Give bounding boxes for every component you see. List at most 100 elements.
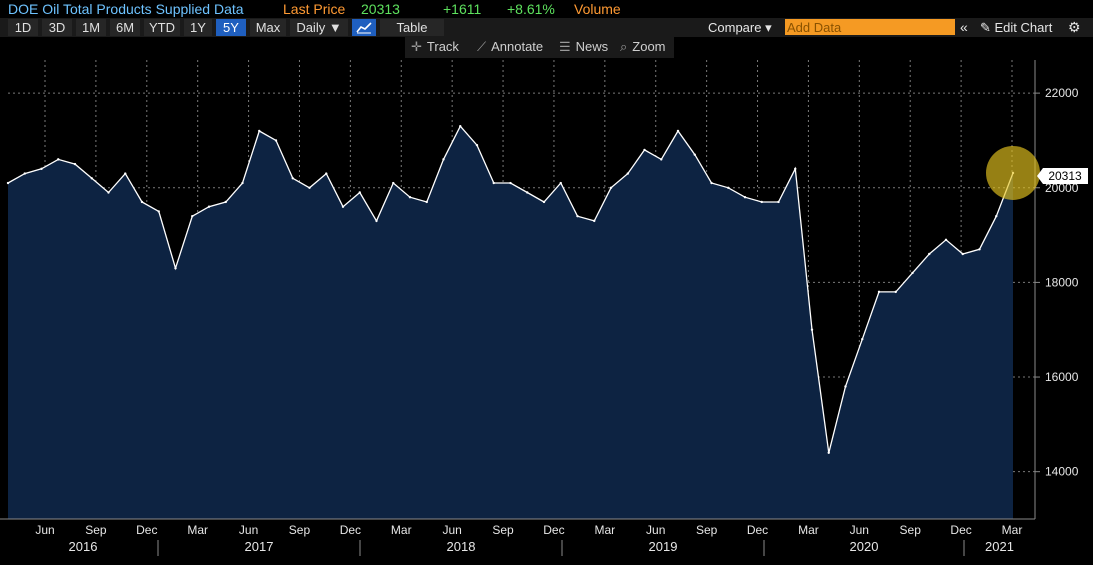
x-tick-label: Jun	[850, 523, 869, 537]
data-point	[576, 214, 579, 218]
range-button-5y[interactable]: 5Y	[216, 19, 246, 36]
data-point	[425, 200, 428, 204]
data-point	[57, 158, 60, 161]
data-point	[392, 181, 395, 185]
series-title: DOE Oil Total Products Supplied Data	[8, 1, 244, 17]
data-point	[626, 172, 629, 175]
data-point	[810, 328, 814, 331]
x-tick-label: Sep	[696, 523, 718, 537]
track-button[interactable]: ✛ Track	[411, 39, 459, 55]
table-button[interactable]: Table	[380, 19, 444, 36]
x-tick-label: Dec	[747, 523, 768, 537]
data-point	[542, 200, 546, 204]
data-point	[358, 191, 361, 194]
year-label: 2017	[245, 539, 274, 554]
x-tick-label: Dec	[950, 523, 971, 537]
data-point	[157, 210, 160, 213]
track-label: Track	[426, 39, 459, 54]
y-tick-label: 14000	[1045, 465, 1079, 479]
data-point	[911, 271, 914, 275]
news-label: News	[575, 39, 609, 54]
x-tick-label: Mar	[1002, 523, 1023, 537]
range-button-ytd[interactable]: YTD	[144, 19, 180, 36]
annotate-button[interactable]: ⟋ Annotate	[477, 39, 543, 55]
compare-dropdown[interactable]: Compare ▾	[708, 20, 772, 35]
year-label: 2019	[649, 539, 678, 554]
series-area-fill	[8, 126, 1013, 519]
data-point	[23, 172, 26, 175]
frequency-dropdown[interactable]: Daily ▼	[290, 19, 348, 36]
data-point	[191, 214, 194, 218]
x-tick-label: Sep	[492, 523, 514, 537]
data-point	[274, 139, 278, 142]
data-point	[509, 181, 512, 185]
magnifier-icon: ⌕	[620, 39, 628, 54]
data-point	[492, 181, 495, 185]
data-point	[961, 252, 964, 256]
data-point	[995, 214, 998, 218]
data-point	[442, 158, 445, 161]
data-point	[140, 200, 144, 204]
data-point	[978, 248, 981, 251]
data-point	[291, 177, 294, 180]
add-data-input[interactable]	[785, 19, 955, 35]
line-chart-toggle-icon[interactable]	[352, 19, 376, 36]
header-bar: DOE Oil Total Products Supplied Data Las…	[0, 0, 1093, 18]
x-tick-label: Jun	[442, 523, 461, 537]
news-button[interactable]: ☰ News	[559, 39, 608, 55]
data-point	[408, 196, 412, 199]
data-point	[258, 129, 261, 133]
double-chevron-left-icon[interactable]: «	[960, 19, 968, 35]
data-point	[40, 167, 43, 171]
x-tick-label: Jun	[646, 523, 665, 537]
y-tick-label: 18000	[1045, 275, 1079, 289]
data-point	[760, 200, 763, 204]
year-label: 2020	[850, 539, 879, 554]
data-point	[224, 200, 227, 204]
data-point	[207, 205, 211, 208]
data-point	[861, 337, 864, 341]
range-button-max[interactable]: Max	[250, 19, 286, 36]
chart-toolbar: 1D 3D 1M 6M YTD 1Y 5Y Max Daily ▼ Table …	[0, 18, 1093, 37]
y-tick-label: 20000	[1045, 181, 1079, 195]
annotate-label: Annotate	[491, 39, 544, 54]
data-point	[877, 290, 881, 294]
range-button-3d[interactable]: 3D	[42, 19, 72, 36]
line-chart-icon	[356, 22, 372, 34]
crosshair-icon: ✛	[411, 39, 422, 54]
zoom-button[interactable]: ⌕ Zoom	[620, 39, 666, 55]
y-axis-ticks: 14000 16000 18000 20000 22000	[1035, 86, 1079, 479]
pencil-icon: ⟋	[477, 39, 487, 54]
series-points	[6, 125, 1015, 454]
chart-tools-bar: ✛ Track ⟋ Annotate ☰ News ⌕ Zoom	[405, 37, 674, 58]
range-button-1d[interactable]: 1D	[8, 19, 38, 36]
data-point	[325, 172, 328, 175]
news-icon: ☰	[559, 39, 571, 54]
data-point	[894, 290, 897, 294]
last-value-tag: 20313	[1037, 168, 1088, 184]
data-point	[308, 186, 311, 189]
data-point	[341, 205, 345, 208]
data-point	[710, 181, 713, 185]
data-point	[375, 219, 378, 223]
gear-icon[interactable]: ⚙	[1068, 19, 1081, 35]
range-button-1y[interactable]: 1Y	[184, 19, 212, 36]
x-tick-label: Dec	[340, 523, 361, 537]
data-point	[944, 238, 948, 242]
data-point	[241, 181, 244, 185]
y-tick-label: 16000	[1045, 370, 1079, 384]
x-tick-label: Mar	[798, 523, 819, 537]
range-button-1m[interactable]: 1M	[76, 19, 106, 36]
data-point	[643, 148, 646, 152]
year-label: 2018	[447, 539, 476, 554]
data-point	[174, 267, 177, 270]
range-button-6m[interactable]: 6M	[110, 19, 140, 36]
data-point	[777, 200, 780, 204]
data-point	[526, 191, 529, 194]
edit-chart-button[interactable]: ✎ Edit Chart	[980, 20, 1053, 35]
x-tick-label: Mar	[391, 523, 412, 537]
zoom-label: Zoom	[632, 39, 666, 54]
last-value-label: 20313	[1048, 169, 1082, 183]
data-point	[794, 167, 797, 171]
